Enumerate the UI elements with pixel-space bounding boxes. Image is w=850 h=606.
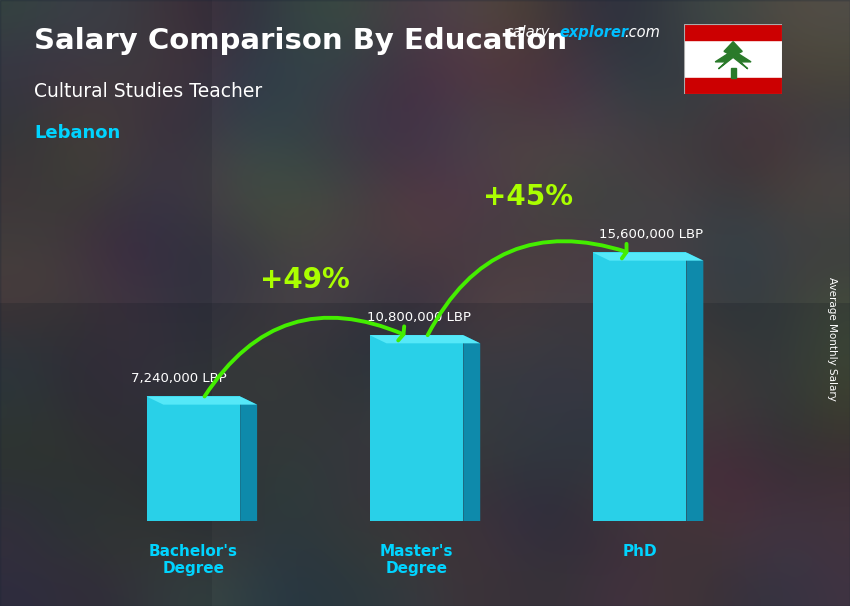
Text: 10,800,000 LBP: 10,800,000 LBP: [367, 311, 472, 324]
Polygon shape: [463, 335, 480, 521]
Bar: [370, 335, 463, 521]
Text: 15,600,000 LBP: 15,600,000 LBP: [599, 228, 704, 241]
Polygon shape: [715, 42, 751, 69]
Text: Master's
Degree: Master's Degree: [380, 544, 453, 576]
Bar: [592, 253, 687, 521]
Text: Salary Comparison By Education: Salary Comparison By Education: [34, 27, 567, 55]
Text: 7,240,000 LBP: 7,240,000 LBP: [131, 372, 227, 385]
Text: +45%: +45%: [483, 183, 573, 211]
Text: Average Monthly Salary: Average Monthly Salary: [827, 278, 837, 401]
Bar: [730, 68, 736, 78]
FancyArrowPatch shape: [205, 318, 405, 396]
Polygon shape: [241, 396, 257, 521]
Text: salary: salary: [506, 25, 550, 41]
Text: PhD: PhD: [622, 544, 657, 559]
Text: Bachelor's
Degree: Bachelor's Degree: [149, 544, 238, 576]
Bar: [684, 78, 782, 94]
Text: Cultural Studies Teacher: Cultural Studies Teacher: [34, 82, 263, 101]
Text: .com: .com: [624, 25, 660, 41]
Bar: [146, 396, 241, 521]
Text: +49%: +49%: [260, 265, 350, 293]
Polygon shape: [687, 253, 703, 521]
Polygon shape: [592, 253, 703, 261]
Text: explorer: explorer: [559, 25, 628, 41]
Text: Lebanon: Lebanon: [34, 124, 120, 142]
FancyArrowPatch shape: [428, 241, 626, 335]
Bar: [684, 24, 782, 40]
Polygon shape: [146, 396, 257, 405]
Polygon shape: [370, 335, 480, 344]
